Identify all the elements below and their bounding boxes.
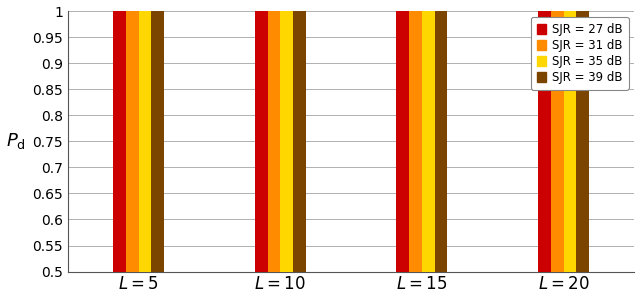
Bar xyxy=(255,0,268,271)
Bar xyxy=(538,0,551,271)
Y-axis label: $P_{\mathrm{d}}$: $P_{\mathrm{d}}$ xyxy=(6,131,26,151)
Bar xyxy=(126,0,139,271)
Bar xyxy=(268,0,280,271)
Bar xyxy=(139,0,151,271)
Bar xyxy=(151,0,164,271)
Bar xyxy=(435,0,447,271)
Bar xyxy=(293,0,306,271)
Bar xyxy=(422,0,435,271)
Bar xyxy=(564,0,577,271)
Bar xyxy=(113,0,126,271)
Bar xyxy=(577,0,589,271)
Bar xyxy=(409,0,422,271)
Bar xyxy=(280,0,293,271)
Bar xyxy=(551,0,564,271)
Bar xyxy=(396,0,409,271)
Legend: SJR = 27 dB, SJR = 31 dB, SJR = 35 dB, SJR = 39 dB: SJR = 27 dB, SJR = 31 dB, SJR = 35 dB, S… xyxy=(531,17,628,90)
